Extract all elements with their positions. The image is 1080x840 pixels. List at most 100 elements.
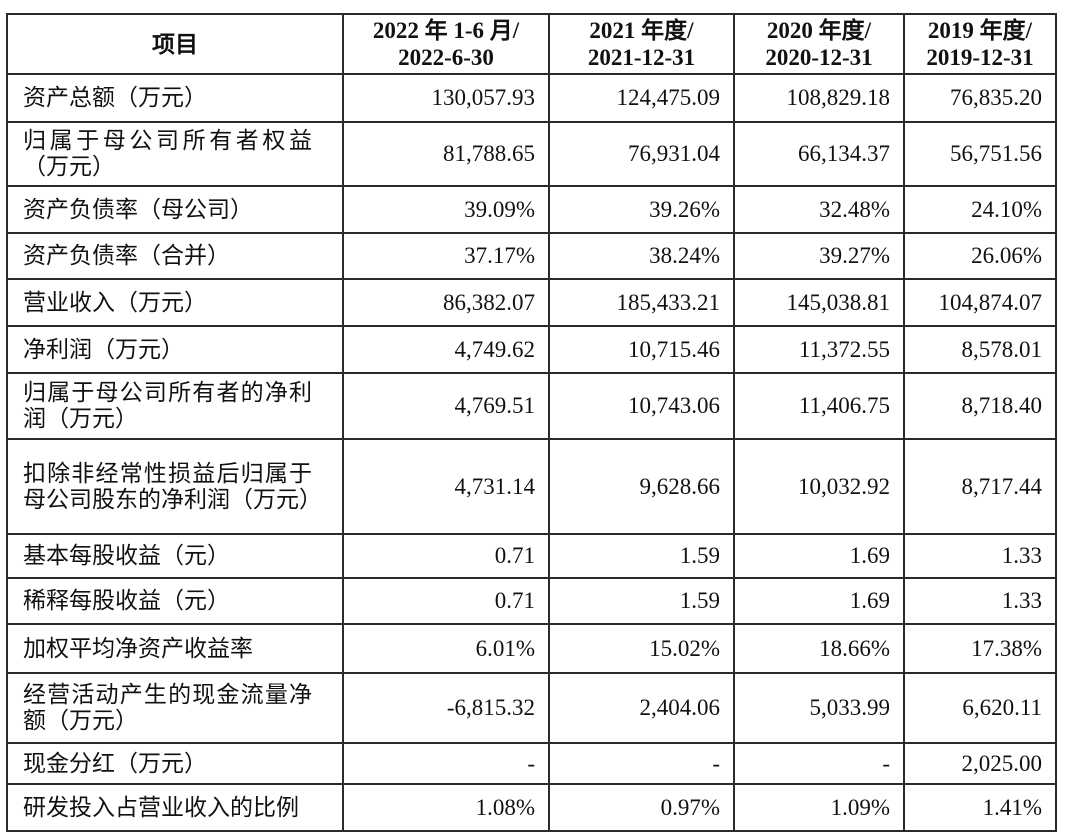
header-period-line2: 2019-12-31: [926, 45, 1034, 70]
table-cell: 32.48%: [733, 185, 905, 234]
header-period-line2: 2022-6-30: [398, 45, 494, 70]
table-row-net-profit-parent: 归属于母公司所有者的净利润（万元） 4,769.51 10,743.06 11,…: [6, 372, 1057, 440]
table-cell: 17.38%: [903, 623, 1057, 674]
header-period-line1: 2020 年度/: [766, 18, 872, 43]
row-label: 基本每股收益（元）: [6, 533, 344, 579]
table-row-cash-dividend: 现金分红（万元） - - - 2,025.00: [6, 742, 1057, 785]
table-cell: 15.02%: [548, 623, 735, 674]
header-period-2022: 2022 年 1-6 月/ 2022-6-30: [342, 13, 550, 75]
table-cell: 8,717.44: [903, 438, 1057, 535]
table-cell: -: [548, 742, 735, 785]
table-cell: 1.41%: [903, 783, 1057, 832]
table-cell: 130,057.93: [342, 73, 550, 123]
table-cell: 56,751.56: [903, 121, 1057, 187]
table-cell: 4,731.14: [342, 438, 550, 535]
table-cell: 2,404.06: [548, 672, 735, 744]
table-cell: 38.24%: [548, 232, 735, 280]
row-label: 归属于母公司所有者权益（万元）: [6, 121, 344, 187]
table-cell: 1.69: [733, 577, 905, 625]
row-label: 净利润（万元）: [6, 325, 344, 374]
table-cell: 1.59: [548, 533, 735, 579]
row-label: 归属于母公司所有者的净利润（万元）: [6, 372, 344, 440]
table-cell: 10,715.46: [548, 325, 735, 374]
table-row-weighted-roe: 加权平均净资产收益率 6.01% 15.02% 18.66% 17.38%: [6, 623, 1057, 674]
row-label: 研发投入占营业收入的比例: [6, 783, 344, 832]
table-row-debt-ratio-consolidated: 资产负债率（合并） 37.17% 38.24% 39.27% 26.06%: [6, 232, 1057, 280]
table-cell: 2,025.00: [903, 742, 1057, 785]
header-period-line2: 2020-12-31: [765, 45, 873, 70]
table-cell: 1.33: [903, 577, 1057, 625]
header-period-line1: 2021 年度/: [589, 18, 694, 43]
header-period-2021: 2021 年度/ 2021-12-31: [548, 13, 735, 75]
table-row-net-profit-deducted: 扣除非经常性损益后归属于母公司股东的净利润（万元） 4,731.14 9,628…: [6, 438, 1057, 535]
table-cell: 145,038.81: [733, 278, 905, 327]
table-cell: -6,815.32: [342, 672, 550, 744]
table-row-rd-ratio: 研发投入占营业收入的比例 1.08% 0.97% 1.09% 1.41%: [6, 783, 1057, 832]
table-row-diluted-eps: 稀释每股收益（元） 0.71 1.59 1.69 1.33: [6, 577, 1057, 625]
table-cell: 76,835.20: [903, 73, 1057, 123]
table-row-total-assets: 资产总额（万元） 130,057.93 124,475.09 108,829.1…: [6, 73, 1057, 123]
table-cell: 11,406.75: [733, 372, 905, 440]
table-cell: 185,433.21: [548, 278, 735, 327]
row-label: 营业收入（万元）: [6, 278, 344, 327]
financial-summary-table: 项目 2022 年 1-6 月/ 2022-6-30 2021 年度/ 2021…: [6, 13, 1057, 832]
row-label: 经营活动产生的现金流量净额（万元）: [6, 672, 344, 744]
table-cell: 0.97%: [548, 783, 735, 832]
header-period-2020: 2020 年度/ 2020-12-31: [733, 13, 905, 75]
table-cell: 76,931.04: [548, 121, 735, 187]
table-row-basic-eps: 基本每股收益（元） 0.71 1.59 1.69 1.33: [6, 533, 1057, 579]
table-cell: 1.09%: [733, 783, 905, 832]
table-cell: 8,578.01: [903, 325, 1057, 374]
table-cell: 8,718.40: [903, 372, 1057, 440]
table-cell: 6.01%: [342, 623, 550, 674]
header-period-line2: 2021-12-31: [587, 45, 696, 70]
table-cell: 24.10%: [903, 185, 1057, 234]
table-row-net-profit: 净利润（万元） 4,749.62 10,715.46 11,372.55 8,5…: [6, 325, 1057, 374]
table-cell: 11,372.55: [733, 325, 905, 374]
table-cell: 81,788.65: [342, 121, 550, 187]
table-cell: 124,475.09: [548, 73, 735, 123]
table-cell: -: [342, 742, 550, 785]
table-cell: 10,743.06: [548, 372, 735, 440]
header-period-line1: 2022 年 1-6 月/: [372, 18, 520, 43]
table-cell: 104,874.07: [903, 278, 1057, 327]
table-cell: -: [733, 742, 905, 785]
table-cell: 1.08%: [342, 783, 550, 832]
table-cell: 1.69: [733, 533, 905, 579]
row-label: 现金分红（万元）: [6, 742, 344, 785]
table-cell: 1.33: [903, 533, 1057, 579]
table-cell: 6,620.11: [903, 672, 1057, 744]
table-row-operating-cash-flow: 经营活动产生的现金流量净额（万元） -6,815.32 2,404.06 5,0…: [6, 672, 1057, 744]
table-cell: 37.17%: [342, 232, 550, 280]
header-period-2019: 2019 年度/ 2019-12-31: [903, 13, 1057, 75]
table-cell: 1.59: [548, 577, 735, 625]
row-label: 资产负债率（合并）: [6, 232, 344, 280]
table-cell: 0.71: [342, 533, 550, 579]
header-item: 项目: [6, 13, 344, 75]
table-cell: 86,382.07: [342, 278, 550, 327]
table-cell: 4,749.62: [342, 325, 550, 374]
row-label: 资产负债率（母公司）: [6, 185, 344, 234]
table-cell: 9,628.66: [548, 438, 735, 535]
table-cell: 4,769.51: [342, 372, 550, 440]
row-label: 扣除非经常性损益后归属于母公司股东的净利润（万元）: [6, 438, 344, 535]
table-row-parent-equity: 归属于母公司所有者权益（万元） 81,788.65 76,931.04 66,1…: [6, 121, 1057, 187]
table-cell: 39.09%: [342, 185, 550, 234]
table-cell: 10,032.92: [733, 438, 905, 535]
table-cell: 5,033.99: [733, 672, 905, 744]
table-cell: 0.71: [342, 577, 550, 625]
table-row-debt-ratio-parent: 资产负债率（母公司） 39.09% 39.26% 32.48% 24.10%: [6, 185, 1057, 234]
table-cell: 108,829.18: [733, 73, 905, 123]
header-row: 项目 2022 年 1-6 月/ 2022-6-30 2021 年度/ 2021…: [6, 13, 1057, 75]
header-period-line1: 2019 年度/: [927, 18, 1033, 43]
row-label: 稀释每股收益（元）: [6, 577, 344, 625]
row-label: 加权平均净资产收益率: [6, 623, 344, 674]
table-cell: 66,134.37: [733, 121, 905, 187]
table-cell: 39.27%: [733, 232, 905, 280]
table-cell: 18.66%: [733, 623, 905, 674]
table-row-operating-revenue: 营业收入（万元） 86,382.07 185,433.21 145,038.81…: [6, 278, 1057, 327]
table-cell: 26.06%: [903, 232, 1057, 280]
row-label: 资产总额（万元）: [6, 73, 344, 123]
table-cell: 39.26%: [548, 185, 735, 234]
